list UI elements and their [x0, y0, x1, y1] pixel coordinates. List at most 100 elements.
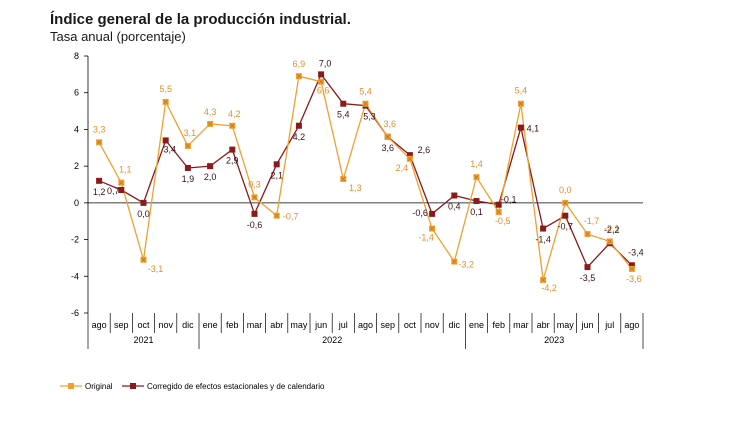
x-month-label: mar	[513, 320, 529, 330]
data-label-original: 4,3	[204, 107, 217, 117]
data-label-original: 4,2	[228, 109, 241, 119]
data-point-mark	[96, 140, 102, 145]
data-point-mark	[429, 226, 435, 231]
data-label-corregido: 4,2	[293, 132, 306, 142]
data-point-mark	[585, 231, 590, 237]
x-year-label: 2022	[322, 335, 342, 345]
data-point-corregido	[517, 124, 524, 131]
data-label-corregido: 1,2	[93, 187, 106, 197]
data-point-corregido	[584, 264, 591, 271]
data-label-original: -2,1	[604, 223, 620, 233]
data-label-corregido: 2,1	[270, 170, 283, 180]
data-point-mark	[496, 209, 501, 215]
data-point-corregido	[406, 152, 413, 159]
data-label-corregido: -1,4	[535, 235, 551, 245]
data-label-original: -3,2	[459, 260, 475, 270]
data-point-mark	[363, 101, 368, 106]
x-month-label: feb	[492, 320, 505, 330]
x-month-label: jul	[604, 320, 614, 330]
data-label-original: 3,6	[383, 119, 396, 129]
data-label-original: -0,5	[495, 216, 511, 226]
y-tick-label: 2	[74, 161, 79, 171]
data-label-original: 0,3	[248, 179, 261, 189]
data-point-mark	[452, 259, 457, 264]
legend-marker-original	[68, 383, 74, 389]
data-label-corregido: 0,0	[137, 209, 150, 219]
data-label-corregido: 2,6	[418, 145, 431, 155]
data-point-mark	[540, 277, 546, 283]
data-point-corregido	[273, 161, 280, 168]
data-point-corregido	[207, 163, 214, 170]
x-year-label: 2023	[544, 335, 564, 345]
data-label-corregido: -0,7	[558, 222, 574, 232]
data-point-mark	[341, 176, 346, 182]
data-point-mark	[119, 180, 124, 185]
data-point-mark	[230, 123, 235, 128]
data-label-corregido: 0,7	[107, 186, 120, 196]
y-tick-label: 4	[74, 124, 79, 134]
x-month-label: nov	[158, 320, 173, 330]
data-point-mark	[563, 200, 568, 206]
data-label-corregido: -3,5	[580, 273, 596, 283]
data-point-corregido	[162, 137, 169, 144]
y-tick-label: 6	[74, 88, 79, 98]
data-point-corregido	[118, 187, 125, 194]
data-point-corregido	[229, 146, 236, 153]
y-tick-label: -4	[71, 271, 79, 281]
series-markers	[96, 71, 635, 283]
data-label-corregido: 5,3	[363, 112, 376, 122]
data-point-corregido	[340, 100, 347, 107]
x-month-label: may	[557, 320, 575, 330]
data-label-original: 1,4	[470, 159, 483, 169]
x-month-label: dic	[449, 320, 461, 330]
x-month-label: mar	[247, 320, 263, 330]
data-point-corregido	[429, 210, 436, 217]
data-point-corregido	[96, 177, 103, 184]
x-month-label: jun	[314, 320, 327, 330]
data-point-corregido	[495, 201, 502, 208]
data-point-corregido	[451, 192, 458, 199]
data-label-corregido: 3,6	[381, 143, 394, 153]
x-month-label: ene	[469, 320, 484, 330]
data-point-corregido	[540, 225, 547, 232]
x-month-label: ago	[624, 320, 639, 330]
data-label-original: 6,9	[293, 59, 306, 69]
data-label-original: -0,7	[283, 212, 299, 222]
data-point-corregido	[318, 71, 325, 78]
data-point-mark	[407, 156, 413, 162]
x-month-label: jul	[338, 320, 348, 330]
data-label-original: 5,5	[159, 84, 172, 94]
y-tick-label: -2	[71, 235, 79, 245]
data-label-original: 0,0	[559, 185, 572, 195]
data-point-mark	[474, 174, 479, 180]
data-label-corregido: 0,4	[448, 202, 461, 212]
x-month-label: abr	[270, 320, 283, 330]
data-label-corregido: -3,4	[628, 247, 644, 257]
legend-marker-corregido	[130, 383, 136, 389]
data-label-original: -1,7	[584, 216, 600, 226]
data-label-corregido: 1,9	[182, 174, 195, 184]
legend-label-original: Original	[85, 382, 113, 391]
data-label-corregido: -0,1	[501, 195, 517, 205]
x-month-label: feb	[226, 320, 239, 330]
data-label-original: -3,1	[148, 264, 164, 274]
x-month-label: oct	[404, 320, 417, 330]
data-point-mark	[385, 134, 390, 139]
data-label-corregido: 2,0	[204, 172, 217, 182]
y-tick-label: -6	[71, 308, 79, 318]
data-label-corregido: 2,9	[226, 156, 239, 166]
y-tick-label: 8	[74, 51, 79, 61]
legend-label-corregido: Corregido de efectos estacionales y de c…	[147, 382, 325, 391]
data-point-mark	[185, 143, 191, 149]
data-point-corregido	[184, 164, 191, 171]
x-month-label: ene	[203, 320, 218, 330]
data-label-corregido: 4,1	[527, 124, 540, 134]
data-label-original: 3,3	[93, 124, 106, 134]
data-point-corregido	[295, 122, 302, 129]
x-month-label: nov	[425, 320, 440, 330]
data-point-corregido	[140, 199, 147, 206]
data-label-corregido: 5,4	[337, 110, 350, 120]
x-year-label: 2021	[133, 335, 153, 345]
data-label-corregido: -2,2	[604, 225, 620, 235]
